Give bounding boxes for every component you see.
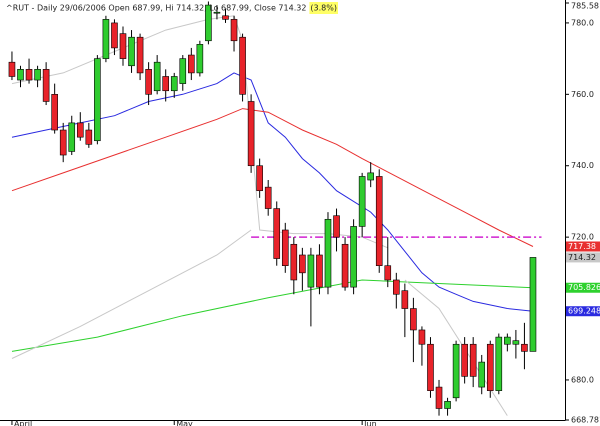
candle-body — [8, 61, 16, 77]
candle-body — [307, 254, 315, 288]
x-tick-label: April — [14, 420, 32, 426]
y-tick-label: 740.0 — [571, 161, 594, 170]
candle-body — [119, 33, 127, 59]
indicator-line — [11, 108, 534, 247]
candle-body — [401, 290, 409, 309]
candle-body — [478, 361, 486, 388]
candle-body — [34, 69, 41, 81]
title-highlight: (3.8%) — [310, 4, 337, 13]
candle-body — [239, 36, 246, 95]
candle-body — [384, 265, 392, 281]
value-box-label: 705.826 — [568, 283, 600, 292]
candle-body — [153, 61, 161, 92]
y-tick-label: 680.0 — [571, 375, 594, 384]
candle-body — [435, 386, 443, 409]
value-box-label: 717.38 — [568, 242, 596, 251]
candle-body — [427, 343, 434, 391]
candle-body — [25, 69, 33, 81]
candle-body — [111, 22, 118, 49]
candle-body — [316, 254, 323, 288]
candle-body — [418, 329, 426, 345]
value-box — [566, 241, 600, 252]
candle-body — [17, 69, 24, 81]
candle-body — [290, 243, 298, 281]
candle-body — [51, 94, 58, 131]
value-box — [566, 282, 600, 293]
indicator-line — [11, 72, 534, 312]
candle-body — [410, 308, 417, 331]
candle-body — [256, 165, 263, 192]
candle-body — [76, 122, 84, 138]
chart-title: ^RUT - Daily 29/06/2006 Open 687.99, Hi … — [6, 4, 306, 13]
candle-body — [486, 343, 494, 391]
y-tick-label: 720.0 — [571, 233, 594, 242]
candle-body — [205, 4, 212, 42]
candle-body — [247, 101, 255, 167]
y-tick-label: 760.0 — [571, 90, 594, 99]
value-box — [566, 306, 600, 317]
y-tick-label: 780.0 — [571, 18, 594, 27]
candle-body — [188, 54, 195, 74]
candle-body — [461, 343, 468, 377]
candle-body — [367, 172, 374, 181]
candle-body — [504, 336, 511, 345]
candle-body — [68, 122, 76, 152]
value-box-label: 699.248 — [568, 307, 600, 316]
indicator-line — [11, 279, 534, 352]
candle-body — [452, 343, 460, 399]
candle-body — [333, 215, 340, 238]
candle-body — [444, 401, 451, 409]
x-tick-label: May — [176, 420, 193, 426]
candle-body — [495, 336, 503, 391]
candle-body — [128, 36, 135, 67]
candle-body — [102, 19, 110, 59]
y-limit-label: 785.58 — [571, 2, 599, 11]
candle-body — [94, 58, 101, 142]
candle-body — [341, 243, 349, 288]
x-tick-label: Jun — [363, 420, 377, 426]
candle-body — [42, 69, 50, 102]
candle-body — [512, 340, 520, 345]
labels: ^RUT - Daily 29/06/2006 Open 687.99, Hi … — [6, 2, 600, 426]
candle-body — [213, 11, 221, 14]
candle-body — [264, 186, 272, 209]
candle-body — [162, 76, 169, 92]
candle-body — [350, 226, 357, 288]
candle-body — [59, 129, 67, 156]
candle-body — [85, 129, 93, 145]
candle-body — [469, 343, 477, 377]
candle-body — [136, 36, 144, 74]
candle-body — [529, 257, 537, 352]
candle-body — [393, 279, 400, 295]
candle-body — [358, 176, 366, 227]
candle-body — [179, 58, 187, 84]
candle-body — [273, 208, 281, 259]
title-highlight-bg — [309, 2, 338, 14]
close-box — [566, 252, 600, 263]
candle-body — [230, 19, 238, 42]
candle-body — [521, 343, 528, 352]
candle-body — [299, 254, 306, 274]
candle-body — [170, 76, 178, 92]
candle-body — [281, 229, 289, 266]
close-box-label: 714.32 — [568, 253, 596, 262]
candle-body — [324, 218, 332, 288]
candle-body — [145, 69, 152, 95]
y-limit-label: 668.781 — [571, 416, 600, 425]
candle-body — [196, 44, 204, 74]
candle-body — [222, 15, 229, 20]
candles — [8, 1, 537, 416]
indicator-line — [11, 229, 252, 359]
candle-body — [375, 176, 383, 266]
